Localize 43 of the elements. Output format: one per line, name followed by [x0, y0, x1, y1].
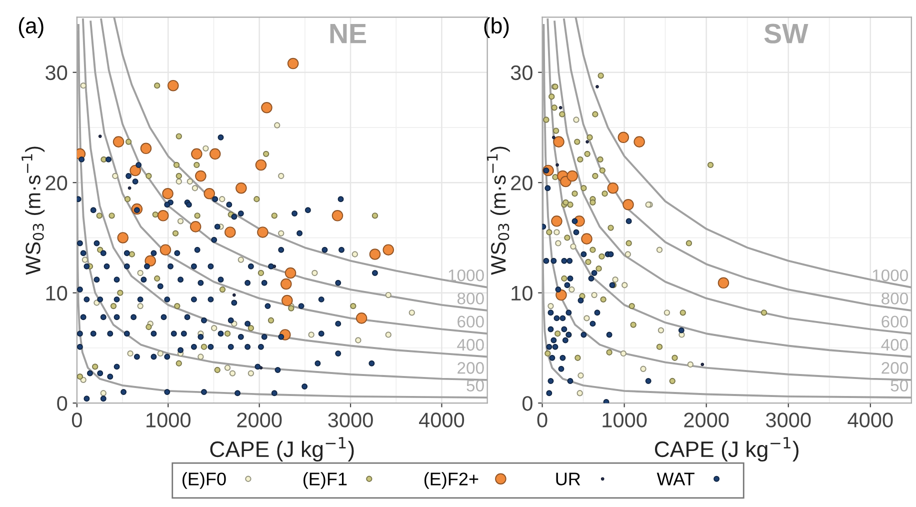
annotation: 600 [882, 316, 908, 328]
y-tick-label: 0 [57, 396, 68, 411]
y-tick-label: 30 [46, 65, 68, 80]
y-tick-label: 10 [46, 286, 68, 301]
annotation: 1000 [872, 269, 908, 282]
annotation: 200 [458, 362, 484, 374]
legend-label: UR [556, 472, 580, 486]
annotation: 200 [882, 362, 908, 374]
chart-subtitle: SW [764, 24, 808, 44]
y-tick-label: 20 [46, 176, 68, 190]
x-tick-label: 1000 [602, 412, 647, 428]
x-tick-label: 2000 [237, 412, 282, 428]
x-tick-label: 0 [537, 412, 548, 428]
annotation: 400 [457, 338, 484, 351]
legend-label: (E)F1 [303, 472, 347, 489]
legend-label: WAT [656, 472, 694, 486]
annotation: 800 [882, 292, 908, 304]
x-tick-label: 4000 [419, 412, 464, 428]
x-tick-label: 0 [72, 412, 82, 428]
legend-label: (E)F2+ [424, 472, 478, 489]
x-tick-label: 3000 [766, 412, 811, 428]
y-tick-label: 20 [511, 176, 532, 190]
annotation: 1000 [448, 269, 484, 282]
x-axis-title: CAPE (J kg$^{−1}$) [210, 437, 354, 462]
legend-label: (E)F0 [182, 472, 226, 489]
chart-title: (b) [484, 17, 509, 38]
x-tick-label: 2000 [684, 412, 729, 428]
annotation: 400 [881, 338, 908, 351]
chart-subtitle: NE [330, 24, 366, 44]
x-tick-label: 4000 [848, 412, 893, 428]
annotation: 800 [457, 292, 484, 304]
x-axis-title: CAPE (J kg$^{−1}$) [654, 437, 798, 462]
y-axis-title: WS$_{03}$ (m·s$^{−1}$) [22, 146, 45, 275]
chart-title: (a) [18, 17, 44, 38]
y-tick-label: 0 [522, 396, 532, 411]
x-tick-label: 3000 [328, 412, 373, 428]
annotation: 50 [890, 380, 908, 392]
annotation: 600 [458, 316, 484, 328]
x-tick-label: 1000 [146, 412, 190, 428]
y-tick-label: 10 [512, 286, 532, 301]
annotation: 50 [466, 380, 484, 392]
y-axis-title: WS$_{03}$ (m·s$^{−1}$) [486, 146, 510, 275]
y-tick-label: 30 [510, 65, 532, 80]
